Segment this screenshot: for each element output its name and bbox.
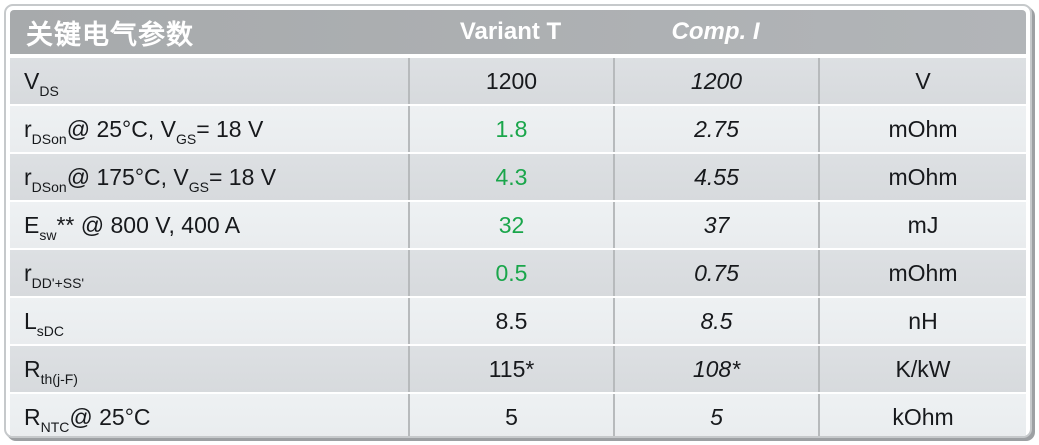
- parameter-text: R: [24, 403, 41, 430]
- parameter-subscript: GS: [188, 179, 209, 195]
- parameter-subscript: sDC: [36, 323, 65, 339]
- comp-i-value: 0.75: [613, 250, 818, 296]
- unit-value: mJ: [818, 202, 1026, 248]
- parameter-text: E: [24, 211, 40, 238]
- parameter-name: R NTC @ 25°C: [10, 394, 408, 436]
- parameter-text: @ 175°C, V: [66, 163, 189, 190]
- parameter-text: R: [24, 355, 41, 382]
- parameter-text: L: [24, 307, 37, 334]
- unit-value: K/kW: [818, 346, 1026, 392]
- variant-t-value: 1.8: [408, 106, 613, 152]
- unit-value: nH: [818, 298, 1026, 344]
- column-header-variant: Variant T: [459, 18, 562, 45]
- comp-i-value: 108*: [613, 346, 818, 392]
- parameter-subscript: GS: [175, 131, 197, 147]
- column-header-comp: Comp. I: [671, 18, 760, 45]
- parameter-subscript: DSon: [31, 179, 67, 195]
- table-row: r DD'+SS' 0.5 0.75 mOhm: [10, 250, 1026, 296]
- parameter-text: ** @ 800 V, 400 A: [56, 211, 241, 238]
- variant-t-value: 1200: [408, 58, 613, 104]
- table-row: V DS 1200 1200 V: [10, 58, 1026, 104]
- parameter-text: V: [24, 67, 40, 94]
- parameter-subscript: DS: [39, 83, 59, 99]
- comp-i-value: 8.5: [613, 298, 818, 344]
- table-row: R NTC @ 25°C 5 5 kOhm: [10, 394, 1026, 436]
- comp-i-value: 5: [613, 394, 818, 436]
- parameter-text: = 18 V: [208, 163, 277, 190]
- variant-t-value: 8.5: [408, 298, 613, 344]
- unit-value: mOhm: [818, 154, 1026, 200]
- variant-t-value: 5: [408, 394, 613, 436]
- comp-i-value: 37: [613, 202, 818, 248]
- variant-t-value: 115*: [408, 346, 613, 392]
- parameter-subscript: th(j-F): [40, 371, 78, 387]
- table-row: r DSon @ 25°C, V GS = 18 V 1.8 2.75 mOhm: [10, 106, 1026, 152]
- comp-i-value: 1200: [613, 58, 818, 104]
- comp-i-value: 4.55: [613, 154, 818, 200]
- parameter-subscript: sw: [39, 227, 57, 243]
- table-title: 关键电气参数: [26, 19, 194, 51]
- variant-t-value: 0.5: [408, 250, 613, 296]
- parameter-name: r DSon @ 25°C, V GS = 18 V: [10, 106, 408, 152]
- unit-value: mOhm: [818, 250, 1026, 296]
- parameter-subscript: NTC: [40, 419, 70, 435]
- unit-value: mOhm: [818, 106, 1026, 152]
- parameter-text: @ 25°C, V: [66, 115, 176, 142]
- parameter-text: @ 25°C: [69, 403, 151, 430]
- parameter-name: r DD'+SS': [10, 250, 408, 296]
- parameter-text: r: [24, 163, 32, 190]
- parameter-text: r: [24, 259, 32, 286]
- parameter-name: V DS: [10, 58, 408, 104]
- parameter-text: r: [24, 115, 32, 142]
- parameter-name: r DSon @ 175°C, V GS = 18 V: [10, 154, 408, 200]
- table-row: r DSon @ 175°C, V GS = 18 V 4.3 4.55 mOhm: [10, 154, 1026, 200]
- comp-i-value: 2.75: [613, 106, 818, 152]
- parameter-text: = 18 V: [196, 115, 264, 142]
- variant-t-value: 32: [408, 202, 613, 248]
- parameter-subscript: DD'+SS': [31, 275, 85, 291]
- variant-t-value: 4.3: [408, 154, 613, 200]
- unit-value: kOhm: [818, 394, 1026, 436]
- parameter-subscript: DSon: [31, 131, 67, 147]
- table-header-row: 关键电气参数 Variant T Comp. I: [10, 10, 1026, 54]
- unit-value: V: [818, 58, 1026, 104]
